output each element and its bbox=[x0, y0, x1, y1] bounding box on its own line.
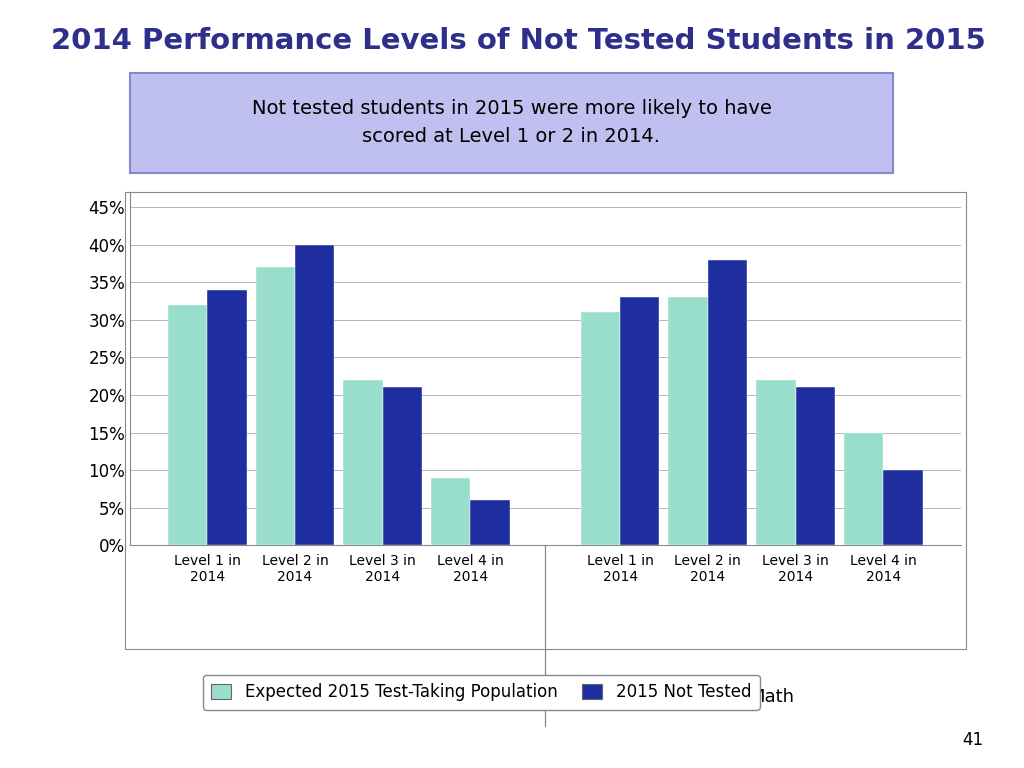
Bar bbox=[708, 260, 748, 545]
Bar bbox=[207, 290, 247, 545]
Bar bbox=[621, 297, 659, 545]
Bar bbox=[431, 478, 470, 545]
Bar bbox=[295, 245, 334, 545]
Text: ELA: ELA bbox=[342, 688, 376, 706]
Text: Not tested students in 2015 were more likely to have
scored at Level 1 or 2 in 2: Not tested students in 2015 were more li… bbox=[252, 99, 771, 147]
Bar bbox=[844, 432, 884, 545]
Text: Math: Math bbox=[749, 688, 794, 706]
Bar bbox=[884, 470, 923, 545]
Bar bbox=[168, 305, 207, 545]
Bar bbox=[343, 380, 383, 545]
Bar bbox=[256, 267, 295, 545]
Text: 41: 41 bbox=[962, 731, 983, 749]
Bar bbox=[757, 380, 796, 545]
Bar bbox=[581, 313, 621, 545]
Bar bbox=[470, 500, 510, 545]
Legend: Expected 2015 Test-Taking Population, 2015 Not Tested: Expected 2015 Test-Taking Population, 20… bbox=[203, 675, 760, 710]
Text: 2014 Performance Levels of Not Tested Students in 2015: 2014 Performance Levels of Not Tested St… bbox=[51, 27, 986, 55]
Bar bbox=[669, 297, 708, 545]
Bar bbox=[383, 387, 422, 545]
Bar bbox=[796, 387, 835, 545]
